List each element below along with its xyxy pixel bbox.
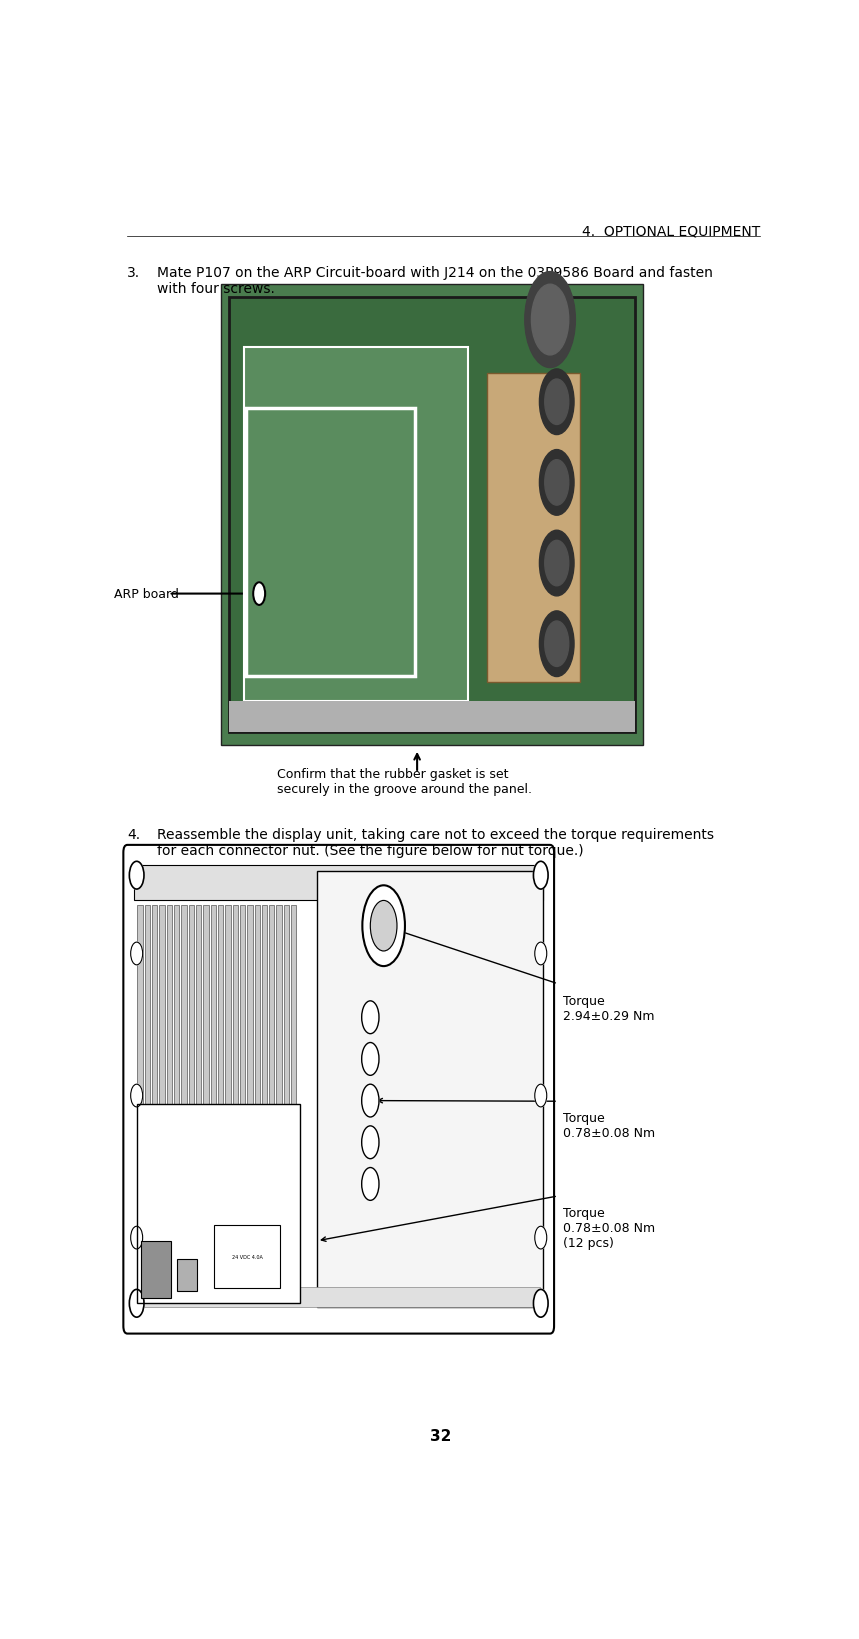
Text: Confirm that the rubber gasket is set
securely in the groove around the panel.: Confirm that the rubber gasket is set se… — [277, 767, 532, 795]
Bar — [167, 906, 172, 1226]
Bar — [134, 865, 544, 901]
Circle shape — [131, 942, 143, 965]
Bar — [254, 906, 259, 1226]
Circle shape — [539, 531, 574, 597]
Bar — [159, 906, 165, 1226]
Text: Torque
0.78±0.08 Nm
(12 pcs): Torque 0.78±0.08 Nm (12 pcs) — [564, 1206, 655, 1249]
Text: 32: 32 — [430, 1429, 451, 1444]
Bar — [317, 872, 544, 1308]
Circle shape — [539, 611, 574, 677]
Circle shape — [362, 1169, 379, 1201]
Circle shape — [532, 285, 569, 356]
Circle shape — [362, 1126, 379, 1159]
Bar — [214, 1226, 280, 1288]
Text: 4.  OPTIONAL EQUIPMENT: 4. OPTIONAL EQUIPMENT — [582, 225, 759, 238]
Text: ARP board: ARP board — [114, 588, 179, 602]
Text: Torque
0.78±0.08 Nm: Torque 0.78±0.08 Nm — [564, 1111, 655, 1139]
Circle shape — [533, 1290, 548, 1318]
Text: Mate P107 on the ARP Circuit-board with J214 on the 03P9586 Board and fasten
wit: Mate P107 on the ARP Circuit-board with … — [157, 266, 713, 297]
Bar — [177, 1259, 198, 1292]
Text: Reassemble the display unit, taking care not to exceed the torque requirements
f: Reassemble the display unit, taking care… — [157, 828, 715, 857]
Bar — [141, 1242, 171, 1298]
Bar — [221, 285, 643, 746]
Text: 4.: 4. — [127, 828, 141, 842]
Text: 24 VDC 4.0A: 24 VDC 4.0A — [232, 1254, 263, 1259]
Bar — [196, 906, 201, 1226]
Bar — [137, 906, 143, 1226]
Circle shape — [545, 621, 569, 667]
Bar — [189, 906, 194, 1226]
Bar — [210, 906, 216, 1226]
Circle shape — [131, 1226, 143, 1249]
Circle shape — [545, 541, 569, 587]
Bar — [247, 906, 253, 1226]
Circle shape — [370, 901, 397, 951]
Circle shape — [533, 862, 548, 890]
FancyBboxPatch shape — [124, 846, 554, 1334]
Circle shape — [131, 1085, 143, 1108]
Circle shape — [535, 1226, 547, 1249]
Bar — [244, 347, 468, 701]
Circle shape — [535, 942, 547, 965]
Bar — [291, 906, 296, 1226]
Bar — [152, 906, 157, 1226]
Circle shape — [545, 380, 569, 425]
Circle shape — [539, 370, 574, 436]
Circle shape — [253, 583, 265, 605]
Bar — [218, 906, 223, 1226]
Bar — [144, 906, 150, 1226]
Bar — [262, 906, 267, 1226]
Bar — [137, 1287, 540, 1308]
Bar — [174, 906, 180, 1226]
Circle shape — [535, 1085, 547, 1108]
Bar — [240, 906, 245, 1226]
Bar — [233, 906, 238, 1226]
Circle shape — [545, 461, 569, 506]
Circle shape — [130, 862, 144, 890]
Bar — [269, 906, 275, 1226]
Circle shape — [539, 451, 574, 516]
Bar — [283, 906, 289, 1226]
Circle shape — [130, 1290, 144, 1318]
Circle shape — [362, 1042, 379, 1075]
Bar — [246, 410, 415, 677]
Bar — [204, 906, 209, 1226]
Circle shape — [525, 272, 576, 369]
Text: 3.: 3. — [127, 266, 141, 280]
Text: Torque
2.94±0.29 Nm: Torque 2.94±0.29 Nm — [564, 995, 655, 1023]
Bar — [487, 374, 580, 682]
Bar — [181, 906, 186, 1226]
Circle shape — [362, 885, 405, 967]
Bar — [137, 1105, 301, 1303]
Bar — [228, 701, 636, 733]
Circle shape — [362, 1085, 379, 1118]
Bar — [225, 906, 230, 1226]
Bar — [228, 298, 636, 733]
Bar — [277, 906, 282, 1226]
Circle shape — [362, 1001, 379, 1034]
